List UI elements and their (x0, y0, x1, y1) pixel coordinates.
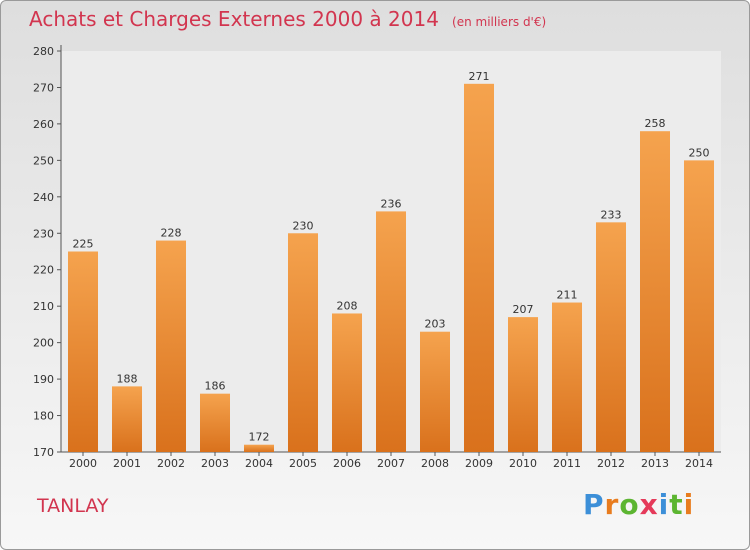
x-tick-label: 2009 (465, 457, 493, 470)
data-label: 236 (381, 197, 402, 210)
x-tick-label: 2008 (421, 457, 449, 470)
chart-subtitle: (en milliers d'€) (452, 15, 547, 29)
logo-letter: i (683, 488, 695, 521)
y-tick-label: 180 (33, 410, 54, 423)
y-tick-label: 170 (33, 446, 54, 459)
data-label: 203 (425, 318, 446, 331)
y-tick-label: 250 (33, 154, 54, 167)
x-tick-label: 2010 (509, 457, 537, 470)
data-label: 228 (161, 227, 182, 240)
data-label: 250 (689, 146, 710, 159)
bar (68, 251, 98, 452)
y-tick-label: 200 (33, 337, 54, 350)
bar (684, 160, 714, 452)
bar (376, 211, 406, 452)
x-tick-label: 2011 (553, 457, 581, 470)
y-tick-label: 220 (33, 264, 54, 277)
bar (640, 131, 670, 452)
data-label: 188 (117, 372, 138, 385)
x-tick-label: 2005 (289, 457, 317, 470)
logo-letter: t (669, 488, 684, 521)
x-tick-label: 2004 (245, 457, 273, 470)
bar (464, 83, 494, 453)
bar (244, 444, 274, 452)
y-tick-label: 210 (33, 300, 54, 313)
data-label: 172 (249, 431, 270, 444)
bar (508, 317, 538, 452)
y-tick-label: 240 (33, 191, 54, 204)
data-label: 211 (557, 289, 578, 302)
chart-title: Achats et Charges Externes 2000 à 2014 (29, 7, 439, 31)
x-tick-label: 2007 (377, 457, 405, 470)
logo-letter: P (583, 488, 605, 521)
data-label: 208 (337, 299, 358, 312)
bar (332, 313, 362, 452)
x-tick-label: 2000 (69, 457, 97, 470)
data-label: 233 (601, 208, 622, 221)
title-block: Achats et Charges Externes 2000 à 2014 (… (29, 7, 546, 31)
bar (596, 222, 626, 452)
y-tick-label: 260 (33, 118, 54, 131)
logo-letter: r (604, 488, 620, 521)
logo-letter: i (658, 488, 670, 521)
y-tick-label: 280 (33, 45, 54, 58)
logo-letter: o (619, 488, 640, 521)
x-tick-label: 2003 (201, 457, 229, 470)
y-tick-label: 230 (33, 227, 54, 240)
bar (112, 386, 142, 452)
bar (156, 240, 186, 452)
bar (200, 393, 230, 452)
data-label: 271 (469, 70, 490, 83)
x-tick-label: 2012 (597, 457, 625, 470)
y-tick-label: 270 (33, 81, 54, 94)
proxiti-logo: Proxiti (583, 488, 694, 521)
bar (420, 331, 450, 452)
data-label: 230 (293, 219, 314, 232)
data-label: 207 (513, 303, 534, 316)
y-tick-label: 190 (33, 373, 54, 386)
x-tick-label: 2006 (333, 457, 361, 470)
bar (552, 302, 582, 452)
x-tick-label: 2001 (113, 457, 141, 470)
data-label: 186 (205, 380, 226, 393)
bar (288, 233, 318, 452)
data-label: 225 (73, 238, 94, 251)
commune-name: TANLAY (37, 495, 109, 517)
x-tick-label: 2013 (641, 457, 669, 470)
data-label: 258 (645, 117, 666, 130)
x-tick-label: 2014 (685, 457, 713, 470)
logo-letter: x (639, 488, 659, 521)
x-tick-label: 2002 (157, 457, 185, 470)
